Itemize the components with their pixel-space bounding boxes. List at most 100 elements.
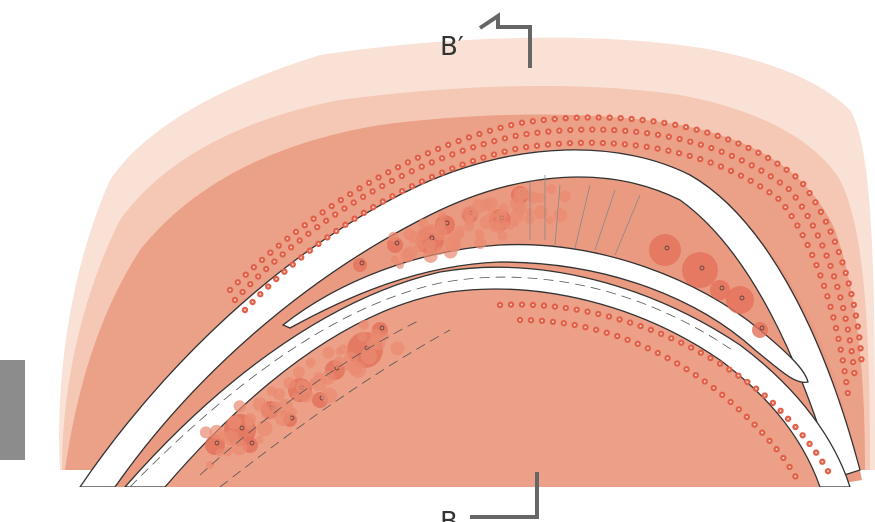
cell [699,143,702,146]
cell [343,207,346,210]
side-block [0,360,25,460]
cell [388,231,399,242]
cell [854,314,857,317]
cell [680,341,683,344]
cell [839,296,842,299]
cell [451,167,454,170]
cell [426,152,429,155]
cell [639,325,642,328]
cell [449,230,462,243]
cell [430,161,433,164]
cell [806,244,809,247]
cell [787,417,790,420]
cell [545,216,554,225]
cell [826,470,829,473]
cell [261,258,264,261]
cell [785,168,788,171]
cell [474,236,487,249]
cell [829,230,832,233]
cell [558,129,561,132]
cell [249,440,255,446]
cell [629,321,632,324]
cell [568,142,571,145]
cell [768,439,771,442]
cell [441,171,444,174]
cell [667,149,670,152]
cell [845,381,848,384]
cell [275,278,278,281]
cell [808,442,811,445]
cell [776,162,779,165]
cell [794,196,797,199]
cell [400,248,415,263]
cell [844,271,847,274]
cell [437,147,440,150]
cell [595,328,598,331]
cell [339,199,342,202]
cell [749,179,752,182]
cell [461,163,464,166]
cell [624,129,627,132]
cell [317,242,320,245]
cell [466,215,475,224]
cell [437,211,446,220]
cell [825,254,828,257]
cell [447,143,450,146]
cell [214,440,220,446]
cell [396,261,404,269]
cell [796,224,799,227]
cell [579,141,582,144]
cell [266,386,277,397]
cell [558,190,571,203]
cell [584,326,587,329]
cell [410,170,413,173]
cell [381,200,384,203]
cell [410,185,413,188]
cell [801,434,804,437]
cell [688,154,691,157]
cell [737,374,740,377]
cell [684,126,687,129]
cell [215,448,224,457]
cell [721,393,724,396]
cell [832,316,835,319]
cell [234,299,236,301]
cell [349,193,352,196]
cell [381,185,384,188]
cell [525,133,528,136]
cell [710,280,730,300]
cell [667,135,670,138]
cell [836,285,839,288]
cell [846,392,849,395]
cell [618,318,621,321]
cell [858,336,861,339]
cell [362,195,365,198]
cell [750,164,753,167]
cell [699,351,702,354]
cell [244,309,246,311]
cell [524,214,535,225]
cell [778,181,781,184]
cell [379,325,385,331]
cell [300,256,303,259]
cell [499,126,502,129]
cell [844,317,847,320]
cell [276,399,293,416]
cell [236,281,239,284]
cell [350,362,367,379]
cell [387,171,390,174]
cell [856,325,859,328]
cell [448,240,461,253]
section-label-bottom: B [440,507,458,522]
cell [308,249,311,252]
cell [747,146,750,149]
cell [753,423,756,426]
cell [400,174,403,177]
cell [472,146,475,149]
cell [540,319,543,322]
cell [678,138,681,141]
cell [241,291,244,294]
cell [531,303,534,306]
cell [535,192,546,203]
cell [626,338,629,341]
